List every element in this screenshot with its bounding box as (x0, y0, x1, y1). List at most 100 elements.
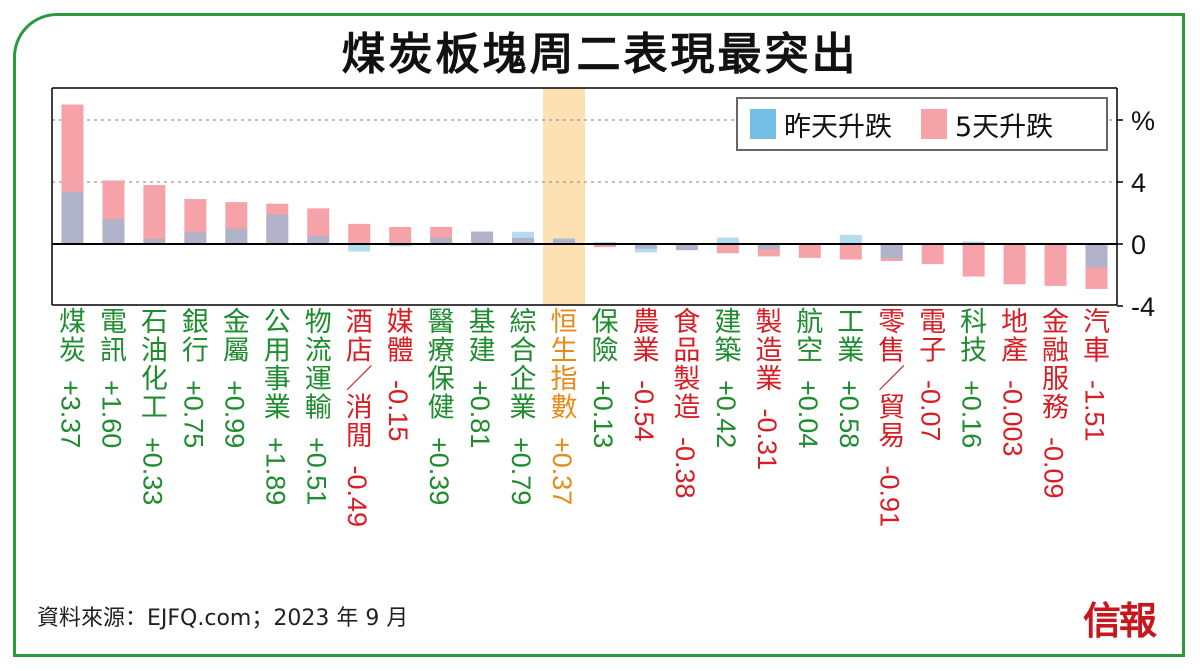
value-label: +0.37 (547, 437, 577, 505)
value-label: -0.38 (670, 437, 700, 499)
value-label: -0.49 (342, 466, 372, 528)
value-label: -1.51 (1080, 380, 1110, 442)
bar-daily (553, 238, 576, 244)
category-label: 金融服務 (1042, 307, 1069, 424)
bar-5day (839, 244, 862, 260)
value-label: +0.33 (137, 437, 167, 505)
bar-5day (798, 244, 821, 258)
category-label: 酒店／消閒 (346, 307, 373, 452)
category-label: 航空 (796, 307, 823, 367)
legend-label-5day: 5天升跌 (955, 112, 1053, 143)
value-label: -0.09 (1039, 437, 1069, 499)
value-label: +1.60 (96, 380, 126, 448)
legend-label-daily: 昨天升跌 (784, 112, 892, 143)
value-label: +3.37 (55, 380, 85, 448)
bar-daily (307, 236, 330, 244)
bar-daily (880, 244, 903, 259)
bar-daily (348, 244, 371, 252)
category-label: 恒生指數 (551, 307, 578, 424)
category-label: 食品製造 (673, 307, 700, 424)
category-label: 金屬 (223, 307, 250, 367)
source-note: 資料來源：EJFQ.com；2023 年 9 月 (37, 606, 409, 631)
category-label: 公用事業 (264, 307, 291, 424)
value-label: +0.42 (711, 380, 741, 448)
bar-5day (921, 244, 944, 265)
bar-daily (757, 244, 780, 249)
chart-title: 煤炭板塊周二表現最突出 (341, 29, 859, 80)
value-label: +0.99 (219, 380, 249, 448)
category-label: 農業 (632, 307, 659, 367)
bar-5day (1044, 244, 1067, 286)
value-label: -0.003 (998, 380, 1028, 457)
bar-daily (716, 237, 739, 244)
category-label: 電訊 (100, 307, 127, 367)
bar-daily (143, 238, 166, 244)
category-label: 保險 (591, 307, 618, 367)
bar-daily (634, 244, 657, 253)
value-label: +0.75 (178, 380, 208, 448)
category-label: 建築 (714, 307, 741, 367)
value-label: +0.51 (301, 437, 331, 505)
category-label: 物流運輸 (305, 307, 332, 424)
bar-daily (225, 228, 248, 244)
bar-5day (389, 226, 412, 244)
bar-5day (143, 185, 166, 244)
value-label: -0.91 (875, 466, 905, 528)
value-label: +0.13 (588, 380, 618, 448)
bar-daily (512, 231, 535, 244)
category-label: 工業 (837, 307, 864, 367)
bar-daily (389, 244, 412, 247)
brand-logo: 信報 (1083, 598, 1157, 643)
bar-5day (593, 244, 616, 248)
category-label: 銀行 (182, 307, 209, 367)
value-label: -0.31 (752, 409, 782, 471)
y-tick-label: % (1131, 106, 1155, 136)
category-label: 地產 (1001, 307, 1028, 367)
value-label: +0.81 (465, 380, 495, 448)
category-label: 石油化工 (141, 307, 168, 424)
bar-5day (1003, 244, 1026, 285)
value-label: +0.04 (793, 380, 823, 448)
bar-daily (430, 237, 453, 244)
bar-5day (962, 244, 985, 277)
bar-daily (839, 235, 862, 244)
bar-daily (962, 241, 985, 244)
bar-daily (184, 232, 207, 244)
bar-daily (102, 219, 125, 244)
category-label: 製造業 (755, 307, 782, 395)
category-label: 媒體 (387, 307, 414, 367)
value-label: +1.89 (260, 437, 290, 505)
bar-daily (61, 191, 84, 244)
category-label: 醫療保健 (428, 307, 455, 424)
value-label: -0.07 (916, 380, 946, 442)
value-label: -0.15 (383, 380, 413, 442)
bar-5day (716, 244, 739, 254)
highlight-band (543, 88, 586, 305)
chart-frame (13, 13, 1185, 657)
bar-daily (675, 244, 698, 250)
y-tick-label: -4 (1131, 292, 1155, 322)
category-label: 零售／貿易 (878, 307, 905, 452)
bar-5day (348, 223, 371, 244)
value-label: -0.54 (629, 380, 659, 442)
value-label: +0.39 (424, 437, 454, 505)
bar-daily (471, 231, 494, 244)
category-label: 科技 (960, 307, 987, 367)
category-label: 煤炭 (59, 307, 86, 367)
category-label: 汽車 (1083, 307, 1110, 367)
bar-daily (1085, 244, 1108, 268)
category-label: 基建 (469, 307, 496, 367)
bar-5day (307, 208, 330, 244)
category-label: 綜合企業 (510, 307, 537, 424)
category-label: 電子 (919, 307, 946, 367)
value-label: +0.16 (957, 380, 987, 448)
legend-swatch-5day (921, 109, 947, 139)
y-tick-label: 4 (1131, 168, 1146, 198)
y-tick-label: 0 (1131, 230, 1146, 260)
bar-daily (266, 214, 289, 244)
value-label: +0.58 (834, 380, 864, 448)
legend-swatch-daily (750, 109, 776, 139)
bar-daily (593, 241, 616, 244)
value-label: +0.79 (506, 437, 536, 505)
